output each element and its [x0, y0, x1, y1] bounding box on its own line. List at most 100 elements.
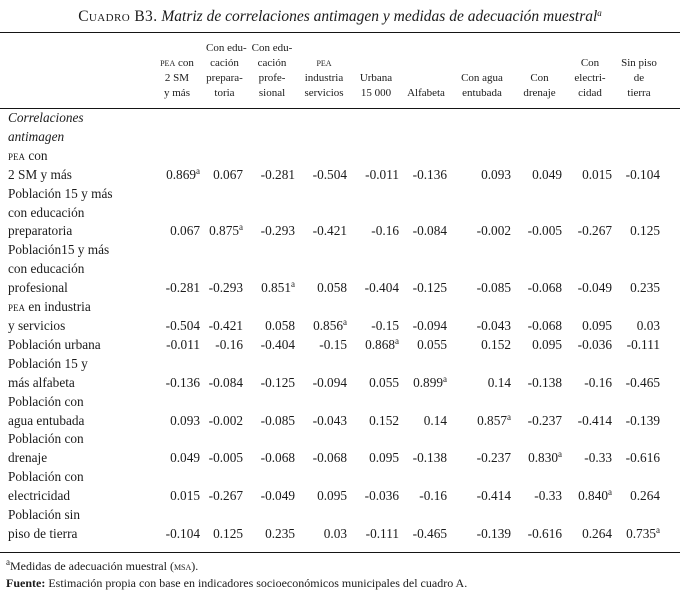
source-note: Fuente: Estimación propia con base en in…: [6, 575, 674, 593]
cell-value: -0.465: [412, 525, 447, 541]
cell-value: 0.049: [532, 166, 562, 182]
table-row: Población15 y más con educación profesio…: [0, 241, 680, 298]
row-label-line: PEA en industria: [8, 298, 154, 317]
diagonal-value: 0.735: [626, 525, 656, 541]
cell-value: -0.293: [260, 223, 295, 239]
cell-value: -0.15: [371, 317, 399, 333]
cell-value: 0.049: [170, 450, 200, 466]
row-label: Población15 y más con educación profesio…: [0, 241, 154, 298]
footnote-msa: aMedidas de adecuación muestral (MSA).: [6, 556, 674, 576]
cell-value: -0.33: [534, 488, 562, 504]
cell-value: -0.16: [215, 336, 243, 352]
row-label-line: Población 15 y: [8, 355, 88, 371]
table-title: Cuadro B3. Matriz de correlaciones antim…: [8, 7, 672, 27]
table-row: PEA en industria y servicios -0.504 -0.4…: [0, 298, 680, 336]
header-line: 2 SM: [164, 72, 190, 84]
footnote-marker: a: [656, 524, 660, 535]
cell-value: 0.015: [170, 488, 200, 504]
header-line: electri-: [574, 72, 606, 84]
footnote-marker: a: [443, 373, 447, 384]
header-line: Con: [530, 72, 549, 84]
diagonal-value: 0.875: [209, 223, 239, 239]
header-line: Con edu-: [251, 42, 293, 54]
header-line: drenaje: [523, 87, 556, 99]
section-label-line: Correlaciones: [8, 110, 84, 125]
header-line: industria: [304, 72, 344, 84]
cell-value: 0.875a: [206, 185, 249, 242]
cell-value: 0.264: [630, 488, 660, 504]
header-line: cación: [210, 57, 239, 69]
cell-value: -0.125: [260, 374, 295, 390]
cell-value: -0.036: [577, 336, 612, 352]
pea-small-caps: PEA: [8, 299, 26, 315]
cell-value: 0.152: [369, 412, 399, 428]
row-label-line: piso de tierra: [8, 525, 78, 541]
cell-value: 0.058: [265, 317, 295, 333]
footnote-text: Medidas de adecuación muestral (: [10, 558, 174, 573]
header-line: profe-: [258, 72, 286, 84]
cell-value: 0.264: [582, 525, 612, 541]
cell-value: 0.235: [630, 280, 660, 296]
cell-value: 0.152: [481, 336, 511, 352]
cell-value: 0.125: [630, 223, 660, 239]
diagonal-value: 0.869: [166, 166, 196, 182]
pea-small-caps: PEA: [316, 57, 332, 69]
footnote-marker: a: [558, 449, 562, 460]
row-label-text: con: [25, 147, 48, 163]
header-line: sional: [258, 87, 286, 99]
header-line: Con edu-: [206, 42, 247, 54]
cell-value: -0.281: [260, 166, 295, 182]
cell-value: 0.095: [317, 488, 347, 504]
row-label-line: 2 SM y más: [8, 166, 72, 182]
cell-value: -0.237: [527, 412, 562, 428]
row-label: PEA en industria y servicios: [0, 298, 154, 336]
header-row: PEA con 2 SM y más Con edu- cación prepa…: [0, 33, 680, 109]
cell-value: 0.095: [532, 336, 562, 352]
cell-value: -0.136: [165, 374, 200, 390]
row-label-line: con educación: [8, 261, 85, 277]
cell-value: -0.036: [364, 488, 399, 504]
footnote-marker: a: [6, 556, 10, 567]
cell-value: 0.03: [636, 317, 660, 333]
row-label-line: PEA con: [8, 147, 154, 166]
cell-value: -0.616: [527, 525, 562, 541]
header-line: cación: [257, 57, 287, 69]
cell-value: -0.068: [527, 317, 562, 333]
cell-value: -0.136: [412, 166, 447, 182]
cell-value: 0.899a: [405, 355, 453, 393]
header-line: Con agua: [461, 72, 503, 84]
cell-value: -0.15: [319, 336, 347, 352]
source-text: Estimación propia con base en indicadore…: [45, 576, 468, 591]
footnote-marker: a: [291, 279, 295, 290]
diagonal-value: 0.851: [261, 280, 291, 296]
row-label: Población 15 y más alfabeta: [0, 355, 154, 393]
cell-value: 0.093: [170, 412, 200, 428]
header-empty-cell: [0, 33, 154, 109]
table-body: Correlaciones antimagen PEA con 2 SM y m…: [0, 109, 680, 553]
cell-value: 0.058: [317, 280, 347, 296]
row-label-line: drenaje: [8, 450, 48, 466]
header-line: PEA: [301, 56, 347, 71]
column-header-urbana: Urbana 15 000: [353, 33, 405, 109]
table-row: PEA con 2 SM y más 0.869a 0.067 -0.281 -…: [0, 147, 680, 185]
cell-value: -0.049: [260, 488, 295, 504]
row-label: Población sin piso de tierra: [0, 506, 154, 552]
table-row: Población urbana -0.011 -0.16 -0.404 -0.…: [0, 336, 680, 355]
cell-value: 0.093: [481, 166, 511, 182]
cell-value: -0.068: [527, 280, 562, 296]
cell-value: -0.414: [476, 488, 511, 504]
table-row: Población sin piso de tierra -0.104 0.12…: [0, 506, 680, 552]
header-line: Alfabeta: [407, 87, 445, 99]
diagonal-value: 0.857: [477, 412, 507, 428]
row-label-line: Población sin: [8, 507, 81, 523]
column-header-alfabeta: Alfabeta: [405, 33, 453, 109]
row-label-line: Población 15 y más: [8, 185, 113, 201]
cell-value: 0.235: [265, 525, 295, 541]
column-header-electricidad: Con electri- cidad: [568, 33, 618, 109]
cell-value: 0.856a: [301, 298, 353, 336]
cell-value: -0.16: [584, 374, 612, 390]
cell-value: -0.616: [625, 450, 660, 466]
table-row: Población 15 y más con educación prepara…: [0, 185, 680, 242]
cell-value: -0.043: [476, 317, 511, 333]
column-header-educacion-profesional: Con edu- cación profe- sional: [249, 33, 301, 109]
